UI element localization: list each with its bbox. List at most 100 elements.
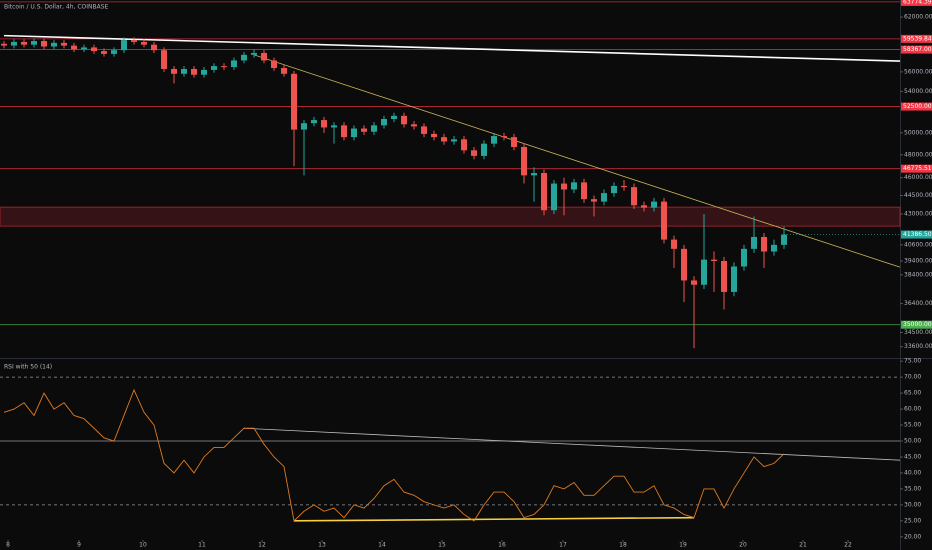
candle-body [731, 266, 737, 292]
level-label-bg [901, 0, 932, 6]
y-tick-label: 30.00 [904, 501, 921, 508]
y-tick-label: 43000.00 [904, 210, 932, 217]
candle-body [201, 69, 207, 75]
x-tick-label: 14 [378, 542, 386, 549]
candle-body [321, 120, 327, 128]
y-tick-label: 65.00 [904, 390, 921, 397]
candle-body [451, 139, 457, 142]
candle-body [521, 146, 527, 176]
candle-body [471, 150, 477, 156]
candle-body [631, 187, 637, 206]
candle-body [171, 68, 177, 74]
candle-body [591, 199, 597, 202]
level-label-bg [901, 320, 932, 329]
x-tick-label: 9 [77, 542, 81, 549]
candle-body [211, 66, 217, 70]
candle-body [181, 68, 187, 74]
candle-body [411, 124, 417, 127]
candle-body [531, 173, 537, 176]
y-tick-label: 44500.00 [904, 192, 932, 199]
candle-body [441, 137, 447, 142]
candle-body [221, 66, 227, 68]
trendline [293, 516, 695, 522]
candle-body [71, 45, 77, 50]
candle-body [711, 259, 717, 261]
candle-body [11, 41, 17, 46]
candle-body [491, 136, 497, 144]
candle-body [651, 201, 657, 208]
candle-body [111, 50, 117, 54]
trendline [243, 427, 901, 461]
candle-body [281, 68, 287, 74]
candle-body [661, 201, 667, 240]
y-tick-label: 39400.00 [904, 257, 932, 264]
candle-body [601, 193, 607, 202]
x-tick-label: 8 [6, 542, 10, 549]
candle-body [701, 259, 707, 285]
y-tick-label: 75.00 [904, 358, 921, 365]
y-tick-label: 50.00 [904, 438, 921, 445]
candle-body [681, 248, 687, 281]
x-tick-label: 20 [739, 542, 747, 549]
candle-body [251, 52, 257, 55]
candle-body [721, 260, 727, 292]
level-label: 58367.00 [903, 46, 932, 53]
candle-body [641, 205, 647, 208]
candle-body [571, 182, 577, 190]
candle-body [21, 41, 27, 45]
candle-body [691, 280, 697, 285]
candle-body [91, 47, 97, 52]
level-label-bg [901, 34, 932, 43]
x-tick-label: 16 [498, 542, 506, 549]
candle-body [381, 119, 387, 126]
x-tick-label: 21 [799, 542, 807, 549]
candle-body [131, 40, 137, 42]
level-label-bg [901, 102, 932, 111]
y-tick-label: 20.00 [904, 533, 921, 540]
candle-body [141, 41, 147, 45]
candle-body [751, 236, 757, 249]
candle-body [1, 43, 7, 46]
candle-body [151, 44, 157, 51]
zone [0, 206, 901, 227]
trendline [253, 54, 901, 268]
candle-body [311, 120, 317, 124]
candle-body [301, 123, 307, 130]
candle-body [41, 41, 47, 47]
candle-body [261, 52, 267, 61]
y-tick-label: 36400.00 [904, 300, 932, 307]
candle-body [541, 173, 547, 211]
rsi-line [3, 388, 785, 522]
rsi-title: RSI with 50 (14) [4, 364, 52, 371]
candle-body [431, 133, 437, 138]
candle-body [61, 42, 67, 46]
candle-body [241, 54, 247, 61]
x-tick-label: 17 [559, 542, 567, 549]
candle-body [761, 236, 767, 252]
candle-body [31, 41, 37, 45]
x-tick-label: 15 [438, 542, 446, 549]
last-price-bg [901, 230, 932, 239]
candle-body [361, 128, 367, 132]
candle-body [511, 137, 517, 147]
y-tick-label: 54000.00 [904, 88, 932, 95]
candle-body [581, 182, 587, 200]
x-tick-label: 19 [679, 542, 687, 549]
candle-body [741, 248, 747, 267]
y-tick-label: 55.00 [904, 422, 921, 429]
y-tick-label: 40.00 [904, 469, 921, 476]
candle-body [421, 126, 427, 134]
y-tick-label: 50000.00 [904, 129, 932, 136]
candle-body [551, 183, 557, 211]
last-price-label: 41386.50 [903, 231, 932, 238]
candle-body [231, 60, 237, 68]
x-tick-label: 12 [258, 542, 266, 549]
candle-body [671, 239, 677, 249]
y-tick-label: 34500.00 [904, 329, 932, 336]
x-tick-label: 10 [139, 542, 147, 549]
level-label-bg [901, 45, 932, 54]
y-tick-label: 40600.00 [904, 241, 932, 248]
y-tick-label: 25.00 [904, 517, 921, 524]
